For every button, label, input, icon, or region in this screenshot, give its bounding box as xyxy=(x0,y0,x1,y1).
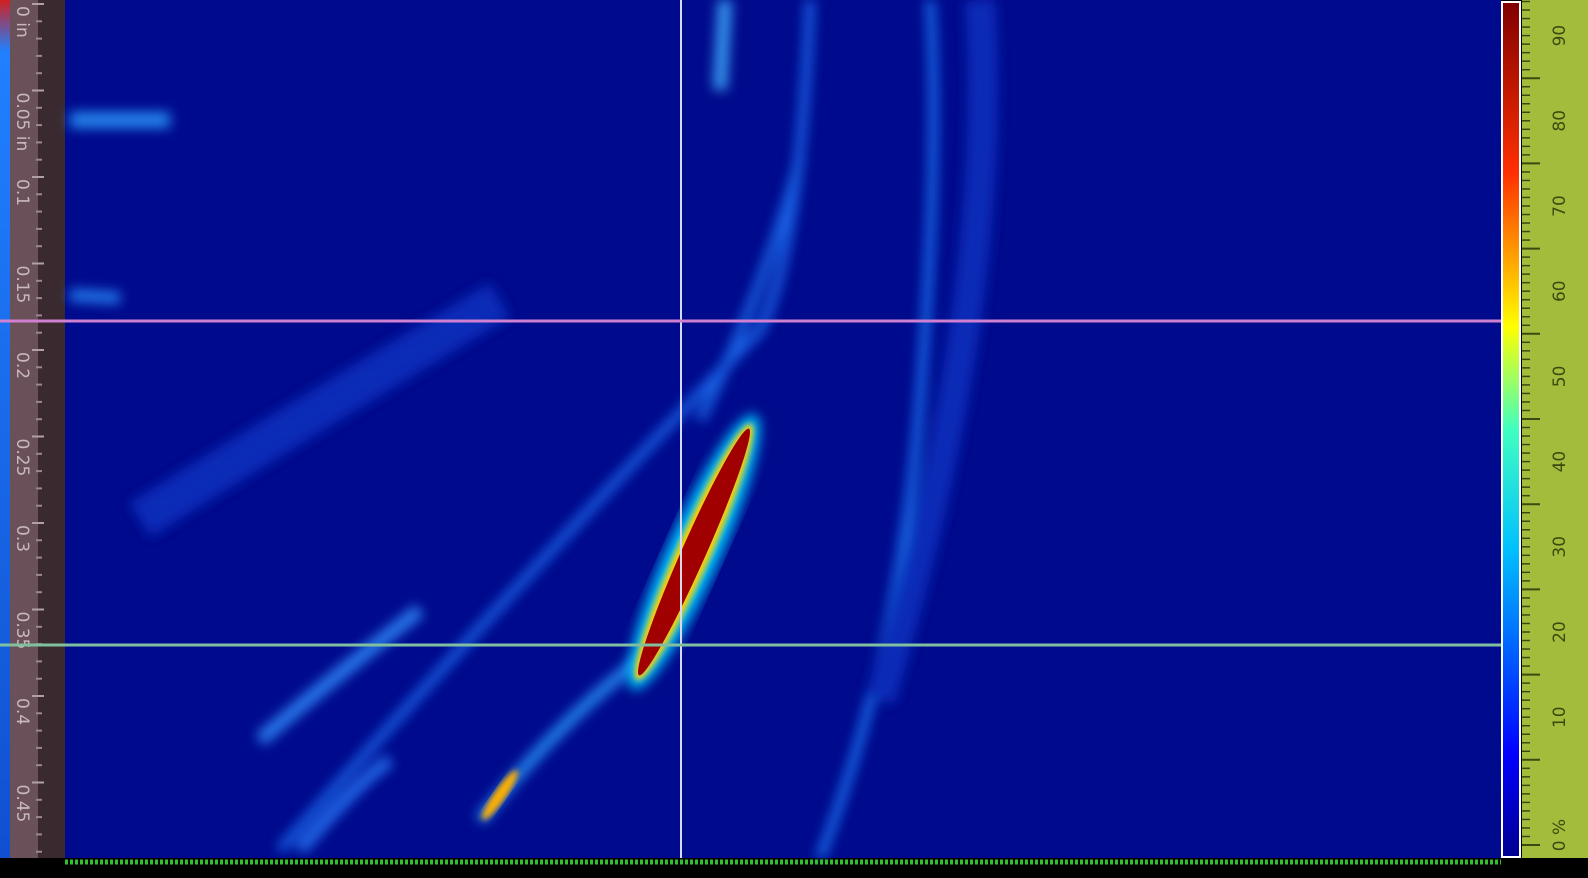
ruler-label: 0.2 xyxy=(12,352,32,379)
scale-label: 0 % xyxy=(1550,819,1570,851)
scale-label: 10 xyxy=(1550,706,1570,728)
scale-label: 30 xyxy=(1550,536,1570,558)
color-bar xyxy=(1501,1,1521,858)
ruler-label: 0.05 in xyxy=(12,93,32,152)
ruler-margin xyxy=(38,0,65,858)
scale-label: 70 xyxy=(1550,195,1570,217)
ruler-label: 0.15 xyxy=(12,266,32,304)
indication xyxy=(482,414,760,820)
scale-label: 60 xyxy=(1550,280,1570,302)
scale-label: 80 xyxy=(1550,110,1570,132)
ruler-label: 0.1 xyxy=(12,179,32,206)
ruler-labels: 0 in 0.05 in 0.1 0.15 0.2 0.25 0.3 0.35 0.4 0.45 xyxy=(12,3,44,853)
scale-label: 50 xyxy=(1550,366,1570,388)
ruler-label: 0.45 xyxy=(12,785,32,823)
scale-label: 90 xyxy=(1550,25,1570,47)
ruler-label: 0.3 xyxy=(12,525,32,552)
ruler-label: 0.25 xyxy=(12,439,32,477)
scale-label: 40 xyxy=(1550,451,1570,473)
amplitude-scale xyxy=(1522,0,1588,858)
scale-labels: 0 % 10 20 30 40 50 60 70 80 90 xyxy=(1522,0,1570,851)
ruler-label: 0.35 xyxy=(12,612,32,650)
ruler-label: 0.4 xyxy=(12,698,32,725)
scale-label: 20 xyxy=(1550,621,1570,643)
ruler-label: 0 in xyxy=(12,6,32,38)
depth-ruler xyxy=(10,0,40,858)
side-strip xyxy=(0,0,10,858)
